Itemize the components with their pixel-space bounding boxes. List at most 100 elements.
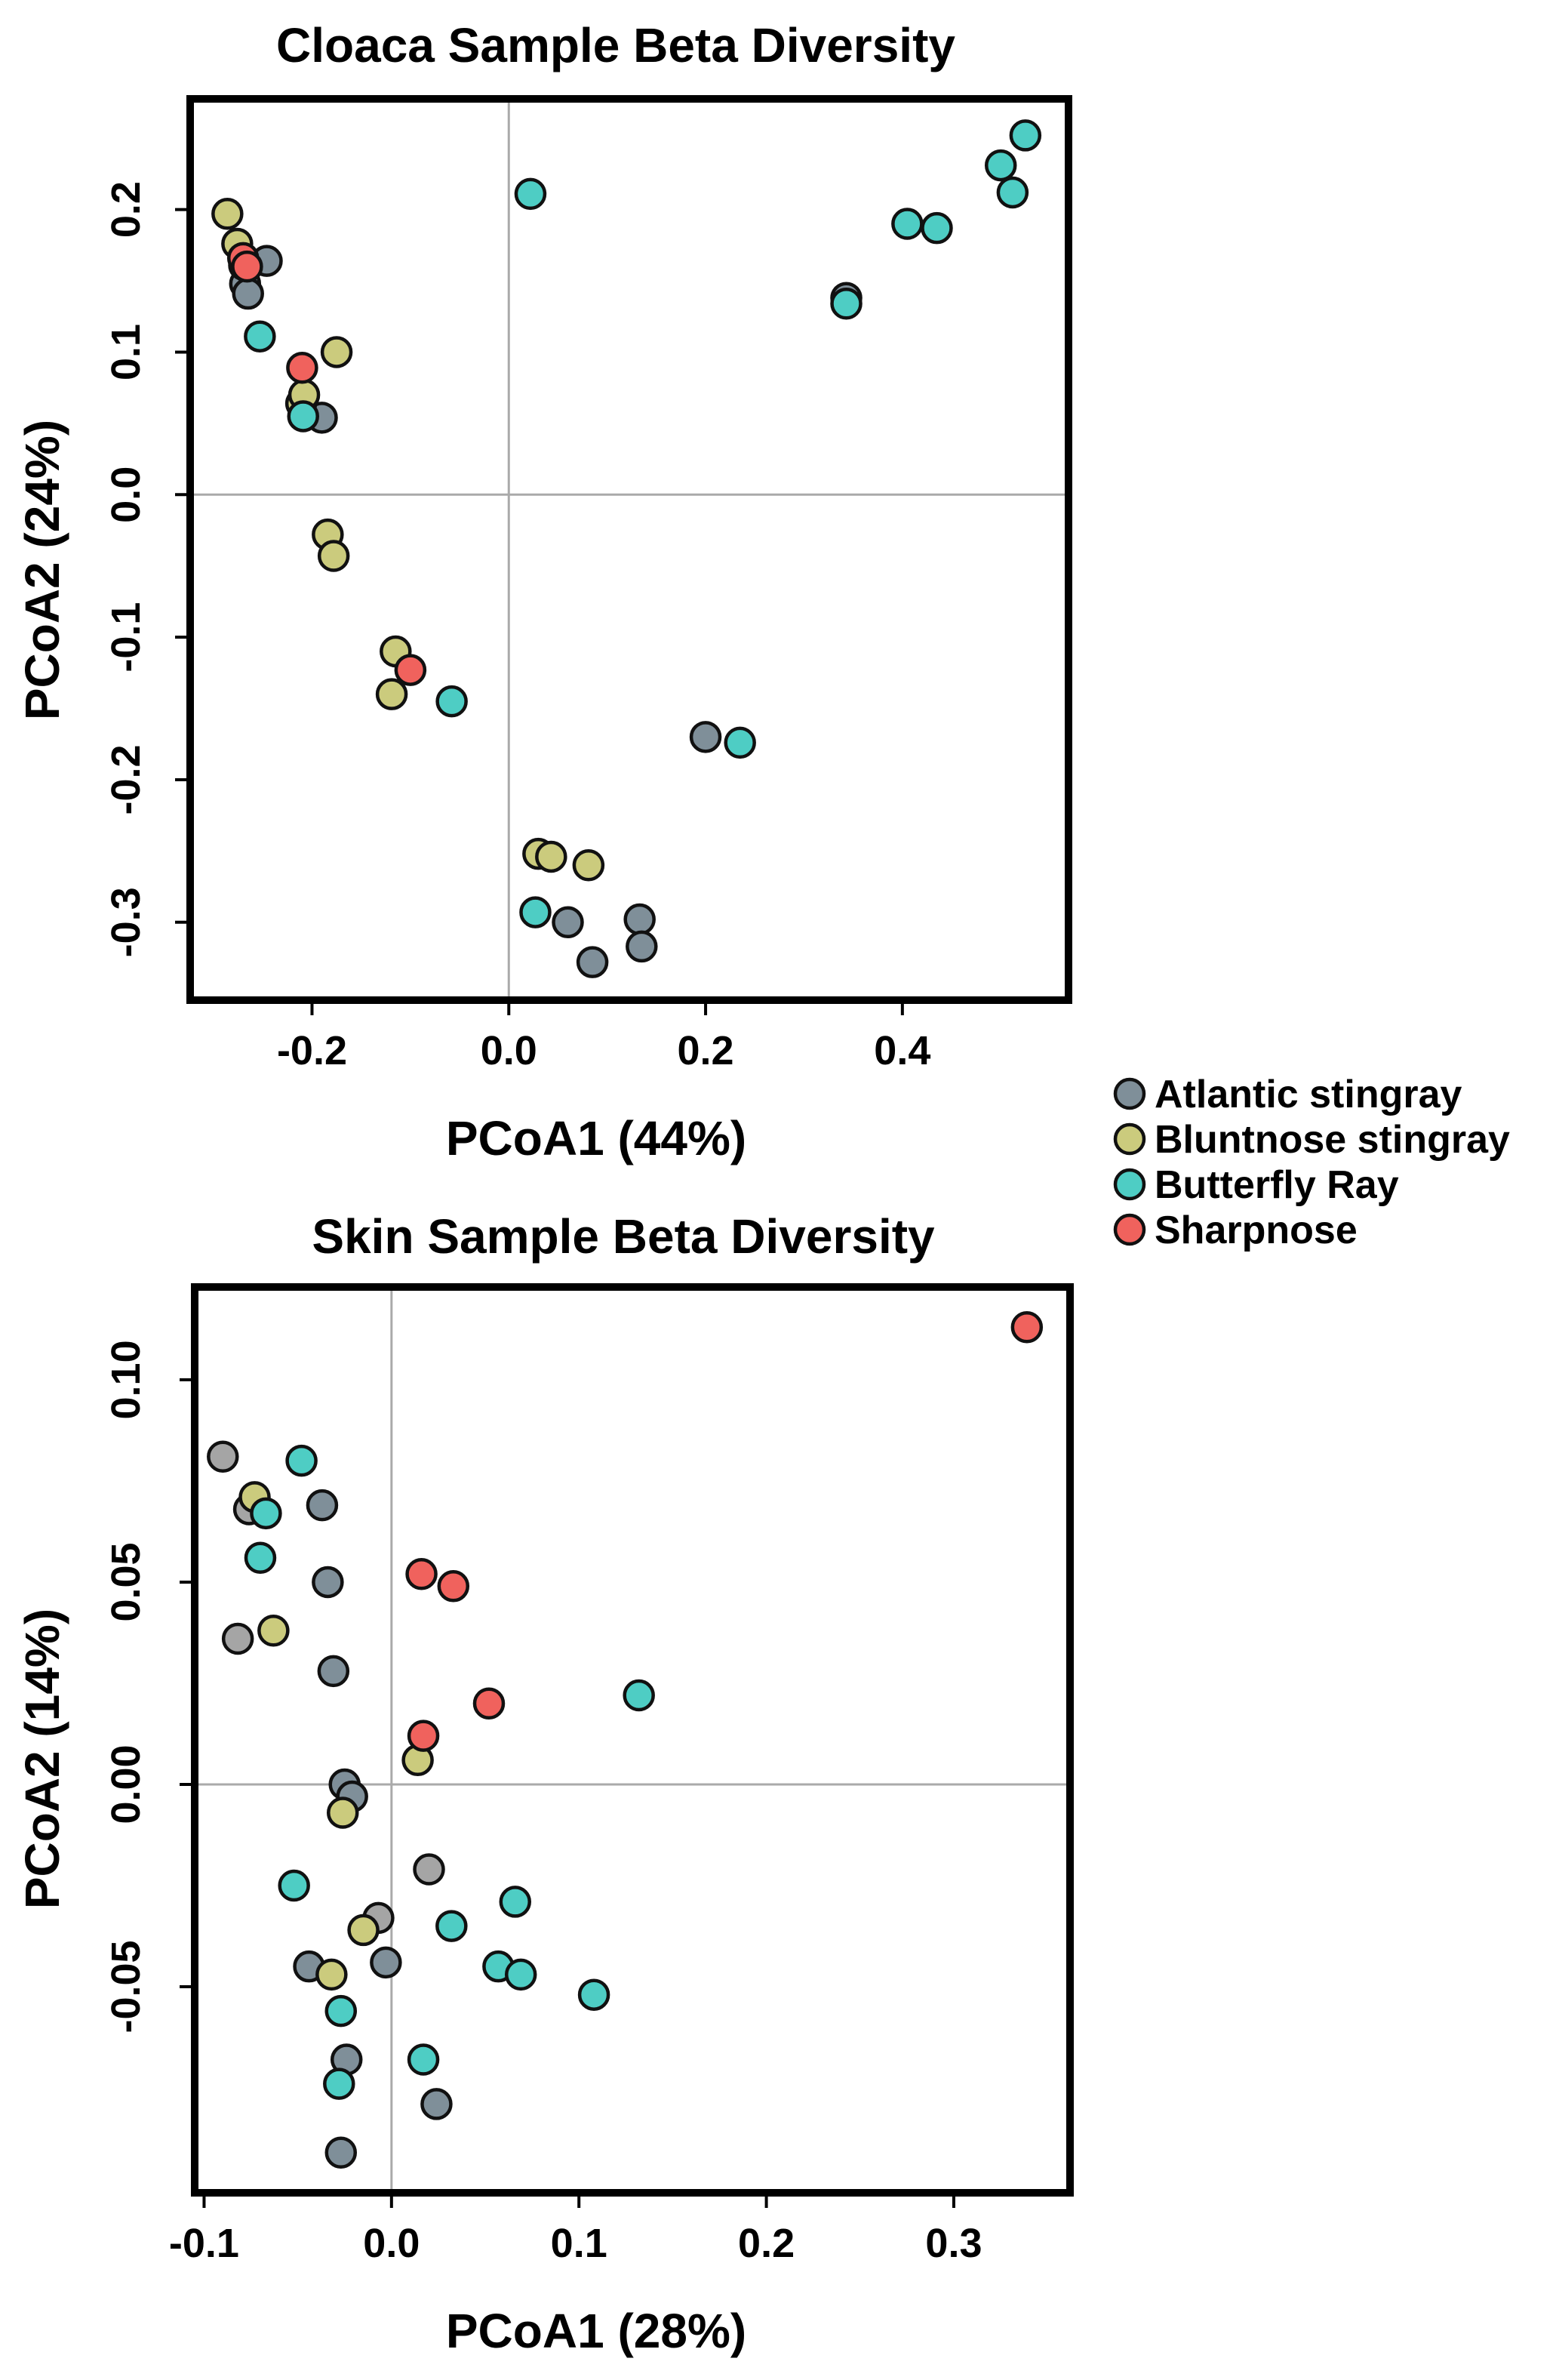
data-point: [244, 320, 276, 353]
x-tick-label: 0.2: [738, 2221, 795, 2266]
y-tick-label: 0.00: [103, 1744, 149, 1824]
data-point: [1010, 1310, 1044, 1344]
data-point: [504, 1958, 537, 1991]
y-axis-ticks: -0.05 0.00 0.05 0.10: [103, 1340, 196, 2034]
data-point: [315, 1958, 348, 1991]
data-point: [435, 1910, 468, 1942]
y-tick-label: 0.05: [103, 1542, 149, 1621]
y-axis-label: PCoA2 (24%): [15, 420, 69, 720]
data-point: [724, 726, 756, 759]
data-point: [572, 849, 605, 882]
data-point: [689, 721, 722, 753]
legend-label: Atlantic stingray: [1155, 1073, 1462, 1116]
x-axis-ticks: -0.2 0.0 0.2 0.4: [277, 999, 930, 1073]
data-point: [257, 1615, 290, 1647]
data-point: [211, 198, 244, 230]
x-tick-label: 0.4: [874, 1028, 930, 1073]
y-tick-label: -0.3: [103, 887, 149, 957]
data-point: [394, 654, 427, 686]
data-point: [535, 840, 567, 873]
data-point: [472, 1687, 506, 1720]
data-point: [405, 1557, 438, 1590]
data-point: [413, 1853, 445, 1886]
data-point: [996, 176, 1029, 209]
legend-marker: [1113, 1213, 1146, 1246]
y-tick-label: -0.05: [103, 1940, 149, 2033]
legend-label: Butterfly Ray: [1155, 1163, 1399, 1207]
y-axis-ticks: -0.3 -0.2 -0.1 0.0 0.1 0.2: [103, 181, 192, 957]
x-tick-label: 0.2: [678, 1028, 734, 1073]
y-tick-label: 0.1: [103, 324, 149, 380]
y-tick-label: 0.10: [103, 1340, 149, 1419]
data-point: [830, 288, 863, 320]
data-point: [286, 351, 318, 384]
data-point: [327, 1797, 359, 1829]
y-tick-label: 0.2: [103, 181, 149, 238]
data-point: [324, 2136, 358, 2169]
data-point: [250, 1497, 282, 1530]
data-point: [435, 685, 468, 718]
data-point: [287, 400, 319, 433]
x-axis-label: PCoA1 (44%): [446, 1111, 746, 1165]
data-point: [576, 946, 609, 978]
x-tick-label: 0.1: [551, 2221, 607, 2266]
data-point: [499, 1886, 532, 1918]
data-point: [370, 1946, 402, 1979]
data-point: [984, 149, 1017, 182]
data-point: [323, 2067, 355, 2100]
x-axis-label: PCoA1 (28%): [446, 2304, 746, 2358]
data-point: [577, 1978, 610, 2011]
data-point: [232, 277, 264, 310]
data-points: [207, 1310, 1044, 2169]
cloaca-chart: Cloaca Sample Beta Diversity -0.2 0.0 0.2 0…: [15, 18, 1072, 1165]
data-point: [623, 903, 656, 936]
legend-marker: [1113, 1077, 1146, 1110]
data-point: [891, 208, 924, 240]
data-point: [324, 1994, 358, 2027]
data-point: [623, 1679, 655, 1712]
data-point: [921, 211, 953, 245]
legend-label: Bluntnose stingray: [1155, 1118, 1510, 1162]
data-point: [437, 1570, 470, 1603]
data-point: [320, 336, 353, 368]
data-point: [552, 906, 584, 939]
data-point: [317, 1655, 350, 1688]
data-point: [626, 930, 658, 963]
data-point: [231, 250, 263, 283]
y-tick-label: 0.0: [103, 466, 149, 523]
x-tick-label: 0.0: [481, 1028, 537, 1073]
y-axis-label: PCoA2 (14%): [15, 1609, 69, 1909]
chart-title: Skin Sample Beta Diversity: [312, 1209, 935, 1264]
skin-chart: Skin Sample Beta Diversity -0.1 0.0 0.1 0.2…: [15, 1209, 1074, 2358]
legend-marker: [1113, 1168, 1146, 1201]
y-tick-label: -0.2: [103, 744, 149, 814]
data-point: [317, 540, 350, 572]
x-tick-label: -0.1: [169, 2221, 239, 2266]
data-point: [278, 1869, 310, 1902]
x-tick-label: -0.2: [277, 1028, 347, 1073]
x-axis-ticks: -0.1 0.0 0.1 0.2 0.3: [169, 2191, 982, 2266]
data-point: [244, 1541, 277, 1575]
data-point: [420, 2088, 453, 2120]
data-point: [1009, 119, 1042, 152]
x-tick-label: 0.3: [925, 2221, 982, 2266]
data-point: [221, 1622, 254, 1655]
data-point: [347, 1914, 380, 1947]
data-points: [211, 119, 1042, 978]
y-tick-label: -0.1: [103, 602, 149, 673]
data-point: [306, 1489, 339, 1522]
data-point: [407, 2043, 440, 2076]
data-point: [407, 1720, 440, 1752]
legend-label: Sharpnose: [1155, 1208, 1358, 1252]
data-point: [514, 177, 547, 211]
data-point: [375, 678, 408, 710]
data-point: [519, 896, 552, 928]
x-tick-label: 0.0: [363, 2221, 420, 2266]
data-point: [312, 1566, 344, 1599]
chart-title: Cloaca Sample Beta Diversity: [276, 18, 955, 72]
data-point: [207, 1440, 239, 1473]
legend-marker: [1113, 1122, 1146, 1156]
data-point: [285, 1444, 318, 1477]
